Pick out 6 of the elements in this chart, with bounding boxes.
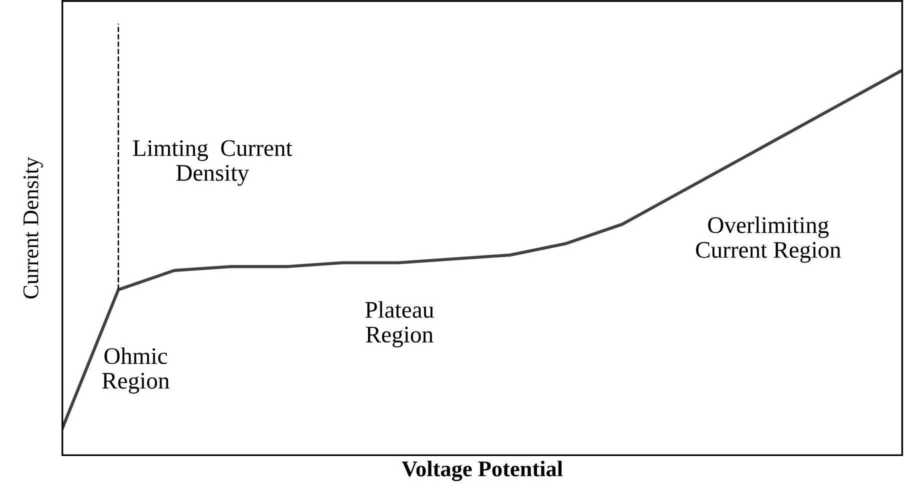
annotation: Plateau Region — [365, 301, 434, 348]
y-axis-title: Current Density — [23, 156, 43, 298]
annotation: Limting Current Density — [133, 140, 292, 186]
annotation: Ohmic Region — [102, 347, 170, 394]
x-axis-title: Voltage Potential — [402, 460, 563, 482]
annotation: Overlimiting Current Region — [696, 216, 841, 263]
